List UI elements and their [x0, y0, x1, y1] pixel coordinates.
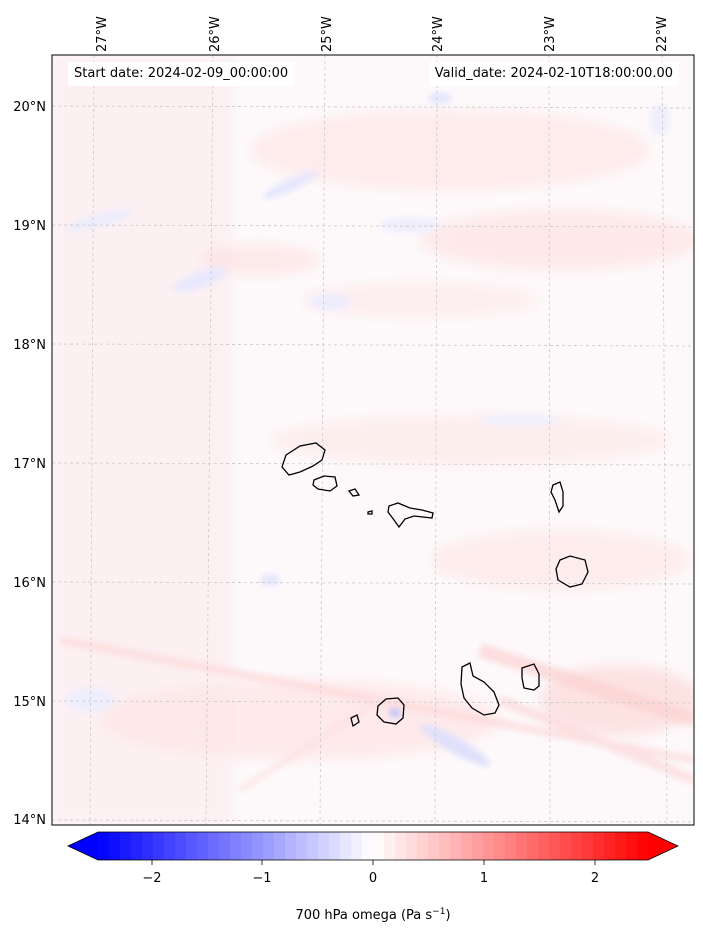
lon-tick-label: 26°W [208, 16, 223, 52]
colorbar-segment [318, 832, 330, 860]
colorbar-segment [637, 832, 649, 860]
colorbar-segment [417, 832, 429, 860]
lat-tick-labels: 20°N 19°N 18°N 17°N 16°N 15°N 14°N [13, 100, 46, 828]
lon-tick-label: 23°W [543, 16, 558, 52]
colorbar-title-main: 700 hPa omega (Pa s [295, 908, 432, 923]
colorbar-segment [538, 832, 550, 860]
omega-field [52, 55, 694, 825]
lat-tick-label: 17°N [13, 457, 46, 472]
colorbar-segment [571, 832, 583, 860]
colorbar-ticks [151, 860, 596, 865]
colorbar-outline [67, 831, 679, 861]
colorbar-segment [384, 832, 396, 860]
colorbar-tick-label: −1 [252, 871, 271, 886]
colorbar-segment [263, 832, 275, 860]
colorbar-tick-label: 0 [369, 871, 377, 886]
colorbar-segments [68, 832, 678, 860]
colorbar-segment [285, 832, 297, 860]
island-santa-luzia [347, 488, 361, 497]
colorbar-segment [516, 832, 528, 860]
colorbar-segment [593, 832, 605, 860]
colorbar-segment [373, 832, 385, 860]
map-frame [51, 54, 695, 826]
colorbar-segment [461, 832, 473, 860]
colorbar-segment [615, 832, 627, 860]
colorbar-segment [560, 832, 572, 860]
coastlines [281, 442, 589, 728]
lat-tick-label: 14°N [13, 813, 46, 828]
colorbar-segment [340, 832, 352, 860]
lat-tick-label: 16°N [13, 576, 46, 591]
island-brava [350, 714, 360, 728]
island-fogo [376, 697, 405, 725]
colorbar-title-exponent: −1 [432, 907, 445, 917]
lat-tick-label: 19°N [13, 219, 46, 234]
colorbar-title-suffix: ) [445, 908, 450, 923]
colorbar-extend-max [648, 832, 678, 860]
colorbar-tick-label: 1 [480, 871, 488, 886]
colorbar-segment [153, 832, 165, 860]
colorbar-segment [395, 832, 407, 860]
colorbar-title: 700 hPa omega (Pa s−1) [295, 907, 450, 923]
colorbar-segment [109, 832, 121, 860]
colorbar-segment [494, 832, 506, 860]
colorbar-segment [351, 832, 363, 860]
island-santo-antao [281, 442, 326, 476]
colorbar-segment [472, 832, 484, 860]
colorbar-segment [186, 832, 198, 860]
colorbar-segment [175, 832, 187, 860]
colorbar-segment [505, 832, 517, 860]
colorbar-segment [582, 832, 594, 860]
gridlines [52, 55, 694, 825]
colorbar-extend-min [68, 832, 98, 860]
colorbar-segment [439, 832, 451, 860]
colorbar-segment [241, 832, 253, 860]
colorbar-segment [296, 832, 308, 860]
colorbar-segment [219, 832, 231, 860]
colorbar-segment [274, 832, 286, 860]
lat-tick-label: 20°N [13, 100, 46, 115]
colorbar-segment [208, 832, 220, 860]
island-boa-vista [555, 555, 589, 588]
colorbar-segment [406, 832, 418, 860]
colorbar-segment [527, 832, 539, 860]
colorbar-segment [164, 832, 176, 860]
lon-tick-label: 25°W [320, 16, 335, 52]
colorbar-segment [362, 832, 374, 860]
colorbar-tick-label: −2 [142, 871, 161, 886]
colorbar-segment [483, 832, 495, 860]
colorbar-segment [98, 832, 110, 860]
colorbar-segment [428, 832, 440, 860]
colorbar-segment [604, 832, 616, 860]
colorbar-segment [626, 832, 638, 860]
colorbar: −2 −1 0 1 2 700 hPa omega (Pa s−1) [67, 831, 679, 923]
colorbar-segment [252, 832, 264, 860]
start-date-label: Start date: 2024-02-09_00:00:00 [68, 62, 295, 86]
island-santiago [460, 662, 500, 716]
island-sao-vicente [312, 475, 338, 492]
island-maio [521, 663, 540, 691]
valid-date-label: Valid_date: 2024-02-10T18:00:00.00 [428, 62, 679, 86]
colorbar-segment [197, 832, 209, 860]
colorbar-segment [307, 832, 319, 860]
lat-tick-label: 15°N [13, 695, 46, 710]
lon-tick-label: 22°W [655, 16, 670, 52]
colorbar-segment [450, 832, 462, 860]
island-sal [550, 481, 564, 514]
colorbar-segment [120, 832, 132, 860]
colorbar-segment [142, 832, 154, 860]
island-branco [367, 510, 373, 515]
colorbar-segment [329, 832, 341, 860]
colorbar-segment [549, 832, 561, 860]
lon-tick-labels: 27°W 26°W 25°W 24°W 23°W 22°W [95, 16, 670, 52]
colorbar-segment [230, 832, 242, 860]
lat-tick-label: 18°N [13, 338, 46, 353]
island-sao-nicolau [387, 502, 434, 529]
colorbar-segment [131, 832, 143, 860]
lon-tick-label: 24°W [431, 16, 446, 52]
lon-tick-label: 27°W [95, 16, 110, 52]
colorbar-tick-label: 2 [591, 871, 599, 886]
